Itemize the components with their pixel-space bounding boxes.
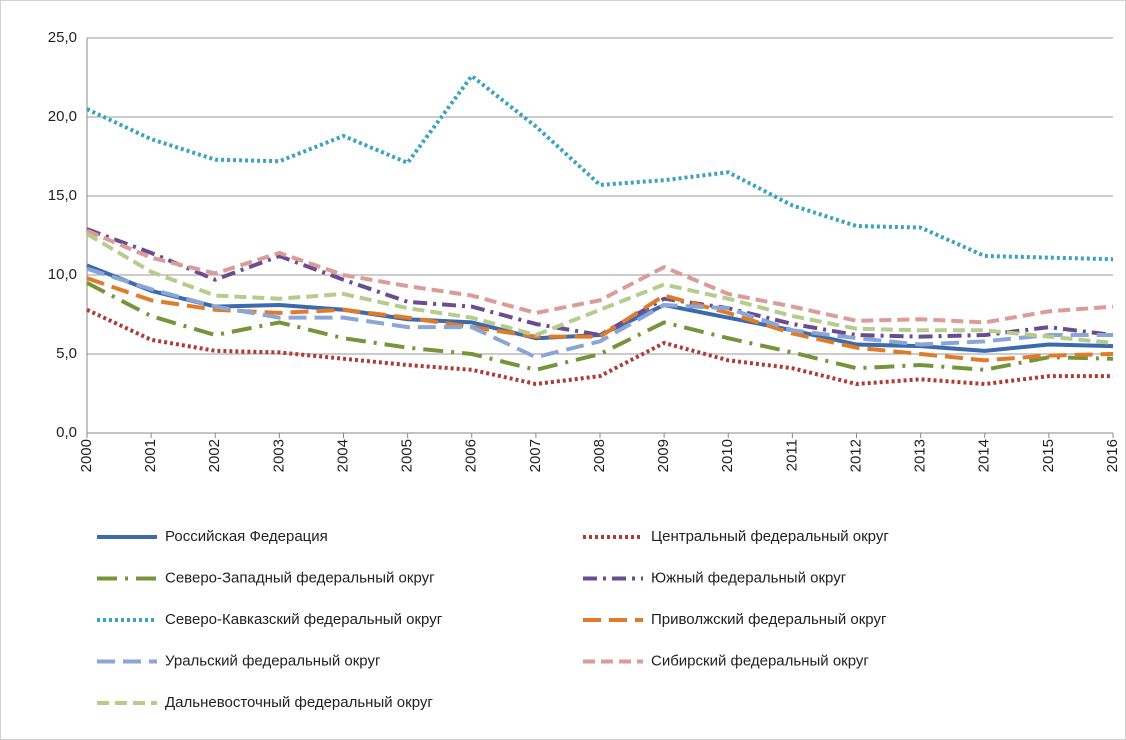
- y-tick-label: 5,0: [56, 345, 77, 362]
- y-tick-label: 0,0: [56, 424, 77, 441]
- series-line: [86, 266, 1113, 360]
- x-tick-label: 2004: [334, 439, 351, 472]
- x-tick-label: 2010: [719, 439, 736, 472]
- x-tick-label: 2008: [591, 439, 608, 472]
- x-tick-label: 2009: [655, 439, 672, 472]
- legend-label: Северо-Кавказский федеральный округ: [165, 611, 443, 628]
- series-line: [86, 227, 1114, 339]
- x-tick-label: 2013: [912, 439, 929, 472]
- y-tick-label: 20,0: [48, 108, 77, 125]
- x-tick-label: 2016: [1104, 439, 1121, 472]
- x-tick-label: 2005: [399, 439, 416, 472]
- x-tick-label: 2012: [847, 439, 864, 472]
- y-tick-label: 25,0: [48, 29, 77, 46]
- y-tick-label: 10,0: [48, 266, 77, 283]
- x-tick-label: 2007: [527, 439, 544, 472]
- x-tick-label: 2001: [142, 439, 159, 472]
- x-tick-label: 2000: [78, 439, 95, 472]
- legend-label: Дальневосточный федеральный округ: [165, 694, 433, 711]
- legend-label: Центральный федеральный округ: [651, 528, 889, 545]
- x-tick-label: 2014: [976, 439, 993, 472]
- legend-label: Российская Федерация: [165, 528, 328, 545]
- x-tick-label: 2002: [206, 439, 223, 472]
- series-line: [86, 73, 1114, 262]
- legend-label: Приволжский федеральный округ: [651, 611, 887, 628]
- x-tick-label: 2003: [270, 439, 287, 472]
- series-line: [86, 281, 1114, 372]
- legend-label: Южный федеральный округ: [651, 569, 847, 586]
- series-line: [86, 228, 1114, 325]
- y-tick-label: 15,0: [48, 187, 77, 204]
- legend-label: Северо-Западный федеральный округ: [165, 569, 435, 586]
- series-line: [86, 307, 1113, 387]
- legend-label: Сибирский федеральный округ: [651, 652, 869, 669]
- x-tick-label: 2015: [1040, 439, 1057, 472]
- x-tick-label: 2011: [783, 439, 800, 471]
- x-tick-label: 2006: [463, 439, 480, 472]
- legend-label: Уральский федеральный округ: [165, 652, 381, 669]
- series-line: [85, 232, 1114, 345]
